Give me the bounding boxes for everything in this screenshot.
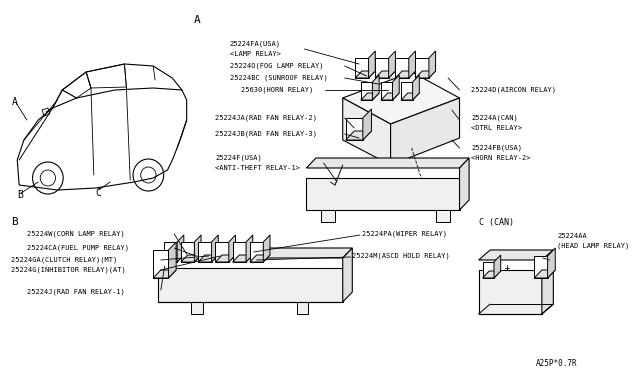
Polygon shape [369, 51, 375, 78]
Polygon shape [263, 235, 270, 262]
Polygon shape [375, 58, 388, 78]
Polygon shape [494, 255, 500, 278]
Polygon shape [355, 71, 375, 78]
Polygon shape [153, 270, 176, 278]
Polygon shape [409, 51, 415, 78]
Polygon shape [198, 255, 218, 262]
Polygon shape [153, 250, 168, 278]
Polygon shape [479, 270, 542, 314]
Text: B: B [12, 217, 18, 227]
Text: 25224M(ASCD HOLD RELAY): 25224M(ASCD HOLD RELAY) [352, 253, 450, 259]
Text: <DTRL RELAY>: <DTRL RELAY> [471, 125, 522, 131]
Polygon shape [229, 235, 236, 262]
Polygon shape [396, 58, 409, 78]
Polygon shape [343, 98, 390, 165]
Polygon shape [246, 235, 253, 262]
Polygon shape [548, 248, 556, 278]
Polygon shape [392, 75, 399, 100]
Polygon shape [413, 75, 419, 100]
Polygon shape [534, 270, 556, 278]
Polygon shape [363, 109, 371, 140]
Text: A25P*0.7R: A25P*0.7R [536, 359, 578, 369]
Polygon shape [346, 118, 363, 140]
Polygon shape [429, 51, 436, 78]
Polygon shape [390, 98, 460, 165]
Text: 25224JB(RAD FAN RELAY-3): 25224JB(RAD FAN RELAY-3) [216, 131, 317, 137]
Polygon shape [250, 242, 263, 262]
Text: 25224PA(WIPER RELAY): 25224PA(WIPER RELAY) [362, 231, 447, 237]
Text: 25224G(INHIBITOR RELAY)(AT): 25224G(INHIBITOR RELAY)(AT) [12, 267, 126, 273]
Text: C: C [96, 188, 102, 198]
Polygon shape [191, 302, 203, 314]
Text: 25224JA(RAD FAN RELAY-2): 25224JA(RAD FAN RELAY-2) [216, 115, 317, 121]
Polygon shape [483, 271, 500, 278]
Polygon shape [479, 250, 554, 260]
Text: (HEAD LAMP RELAY): (HEAD LAMP RELAY) [557, 243, 629, 249]
Polygon shape [307, 158, 469, 168]
Polygon shape [401, 82, 413, 100]
Text: B: B [17, 190, 23, 200]
Polygon shape [381, 93, 399, 100]
Polygon shape [483, 262, 494, 278]
Text: A: A [193, 15, 200, 25]
Polygon shape [307, 178, 460, 210]
Polygon shape [372, 75, 379, 100]
Polygon shape [415, 71, 436, 78]
Polygon shape [158, 268, 343, 302]
Polygon shape [232, 242, 246, 262]
Text: 25224W(CORN LAMP RELAY): 25224W(CORN LAMP RELAY) [27, 231, 125, 237]
Polygon shape [216, 255, 236, 262]
Text: 25224BC (SUNROOF RELAY): 25224BC (SUNROOF RELAY) [230, 75, 328, 81]
Polygon shape [381, 82, 392, 100]
Polygon shape [250, 255, 270, 262]
Polygon shape [388, 51, 396, 78]
Polygon shape [355, 58, 369, 78]
Text: <HORN RELAY-2>: <HORN RELAY-2> [471, 155, 531, 161]
Text: 25224F(USA): 25224F(USA) [216, 155, 262, 161]
Text: 25224D(AIRCON RELAY): 25224D(AIRCON RELAY) [471, 87, 556, 93]
Text: 25630(HORN RELAY): 25630(HORN RELAY) [241, 87, 314, 93]
Text: 25224A(CAN): 25224A(CAN) [471, 115, 518, 121]
Text: 25224GA(CLUTCH RELAY)(MT): 25224GA(CLUTCH RELAY)(MT) [12, 257, 118, 263]
Text: <LAMP RELAY>: <LAMP RELAY> [230, 51, 281, 57]
Polygon shape [343, 72, 460, 124]
Polygon shape [436, 210, 450, 222]
Polygon shape [346, 131, 371, 140]
Polygon shape [216, 242, 229, 262]
Polygon shape [181, 242, 195, 262]
Polygon shape [181, 255, 201, 262]
Polygon shape [396, 71, 415, 78]
Polygon shape [164, 255, 184, 262]
Polygon shape [164, 242, 177, 262]
Polygon shape [415, 58, 429, 78]
Polygon shape [297, 302, 308, 314]
Polygon shape [212, 235, 218, 262]
Text: <ANTI-THEFT RELAY-1>: <ANTI-THEFT RELAY-1> [216, 165, 300, 171]
Polygon shape [401, 93, 419, 100]
Text: 25224AA: 25224AA [557, 233, 587, 239]
Polygon shape [198, 242, 212, 262]
Text: A: A [12, 97, 17, 107]
Polygon shape [168, 242, 176, 278]
Text: 25224FA(USA): 25224FA(USA) [230, 41, 281, 47]
Polygon shape [460, 158, 469, 210]
Text: 25224J(RAD FAN RELAY-1): 25224J(RAD FAN RELAY-1) [27, 289, 125, 295]
Polygon shape [542, 250, 554, 314]
Polygon shape [534, 256, 548, 278]
Text: 25224FB(USA): 25224FB(USA) [471, 145, 522, 151]
Polygon shape [177, 235, 184, 262]
Polygon shape [195, 235, 201, 262]
Text: 25224O(FOG LAMP RELAY): 25224O(FOG LAMP RELAY) [230, 63, 323, 69]
Text: C (CAN): C (CAN) [479, 218, 514, 227]
Text: 25224CA(FUEL PUMP RELAY): 25224CA(FUEL PUMP RELAY) [27, 245, 129, 251]
Polygon shape [375, 71, 396, 78]
Polygon shape [321, 210, 335, 222]
Polygon shape [361, 93, 379, 100]
Polygon shape [158, 248, 352, 258]
Polygon shape [361, 82, 372, 100]
Polygon shape [232, 255, 253, 262]
Polygon shape [343, 248, 352, 302]
